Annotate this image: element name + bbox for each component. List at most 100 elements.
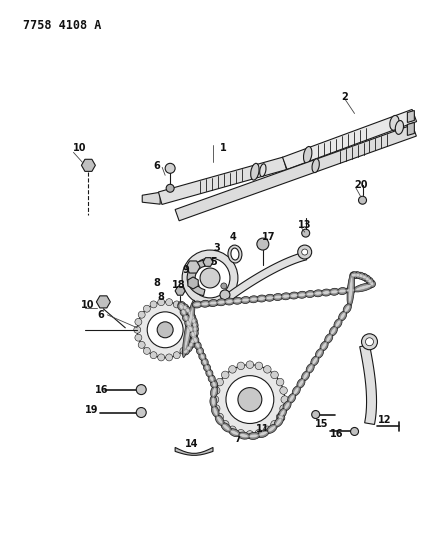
Circle shape [138, 342, 145, 349]
Ellipse shape [360, 273, 368, 280]
Ellipse shape [280, 410, 285, 417]
Circle shape [264, 366, 271, 373]
Ellipse shape [331, 328, 336, 335]
Circle shape [271, 421, 278, 428]
Ellipse shape [355, 273, 360, 277]
Ellipse shape [180, 303, 184, 307]
Ellipse shape [303, 373, 308, 379]
Circle shape [280, 387, 287, 394]
Ellipse shape [258, 297, 265, 300]
Ellipse shape [238, 432, 250, 439]
Ellipse shape [210, 376, 214, 381]
Circle shape [366, 338, 374, 346]
Ellipse shape [182, 300, 195, 358]
Ellipse shape [191, 321, 198, 329]
Ellipse shape [188, 312, 192, 316]
Ellipse shape [277, 414, 285, 421]
Ellipse shape [184, 307, 193, 350]
Circle shape [302, 249, 308, 255]
Ellipse shape [231, 248, 239, 260]
Ellipse shape [193, 337, 197, 343]
Polygon shape [407, 110, 414, 123]
Circle shape [180, 305, 187, 312]
Circle shape [147, 312, 183, 348]
Ellipse shape [355, 285, 372, 290]
Circle shape [182, 250, 238, 306]
Ellipse shape [343, 304, 351, 313]
Ellipse shape [208, 370, 211, 376]
Polygon shape [175, 125, 416, 221]
Ellipse shape [265, 294, 275, 301]
Ellipse shape [211, 397, 215, 406]
Polygon shape [142, 192, 160, 204]
Circle shape [221, 421, 229, 428]
Ellipse shape [357, 272, 365, 279]
Ellipse shape [203, 359, 207, 365]
Circle shape [193, 283, 199, 289]
Circle shape [166, 298, 172, 305]
Ellipse shape [203, 364, 211, 372]
Text: 12: 12 [377, 415, 391, 424]
Ellipse shape [223, 424, 230, 431]
Circle shape [351, 427, 359, 435]
Polygon shape [282, 109, 416, 169]
Text: 16: 16 [330, 430, 343, 439]
Circle shape [200, 268, 220, 288]
Ellipse shape [249, 434, 258, 438]
Ellipse shape [298, 380, 303, 387]
Ellipse shape [192, 336, 199, 344]
Circle shape [188, 318, 196, 326]
Ellipse shape [212, 387, 216, 396]
Ellipse shape [362, 275, 366, 279]
Ellipse shape [193, 331, 196, 336]
Circle shape [180, 348, 187, 354]
Text: 4: 4 [230, 232, 237, 242]
Ellipse shape [289, 292, 299, 299]
Ellipse shape [239, 434, 248, 438]
Ellipse shape [198, 349, 202, 353]
Ellipse shape [285, 402, 290, 409]
Ellipse shape [308, 365, 313, 372]
Circle shape [166, 184, 174, 192]
Text: 8: 8 [153, 278, 160, 288]
Ellipse shape [210, 395, 217, 408]
Ellipse shape [358, 274, 363, 278]
Ellipse shape [390, 116, 399, 130]
Ellipse shape [282, 295, 290, 298]
Ellipse shape [191, 339, 195, 344]
Ellipse shape [320, 341, 328, 351]
Ellipse shape [208, 300, 218, 306]
Ellipse shape [191, 332, 195, 337]
Text: 7: 7 [235, 434, 241, 445]
Ellipse shape [196, 347, 204, 355]
Ellipse shape [268, 426, 276, 432]
Ellipse shape [213, 407, 217, 416]
Circle shape [280, 405, 287, 413]
Polygon shape [225, 252, 307, 301]
Circle shape [276, 413, 284, 421]
Circle shape [212, 387, 220, 394]
Ellipse shape [184, 349, 188, 353]
Ellipse shape [187, 346, 190, 350]
Ellipse shape [274, 295, 282, 299]
Circle shape [166, 354, 172, 361]
Text: 15: 15 [315, 419, 328, 430]
Circle shape [312, 410, 320, 418]
Ellipse shape [312, 358, 318, 365]
Ellipse shape [353, 283, 374, 292]
Ellipse shape [289, 395, 294, 402]
Ellipse shape [330, 288, 339, 295]
Ellipse shape [297, 378, 305, 388]
Circle shape [362, 334, 377, 350]
Ellipse shape [281, 293, 291, 300]
Circle shape [215, 365, 285, 434]
Polygon shape [407, 123, 414, 135]
Ellipse shape [260, 164, 266, 176]
Ellipse shape [351, 273, 356, 277]
Text: 3: 3 [213, 243, 220, 253]
Ellipse shape [228, 245, 242, 263]
Ellipse shape [266, 296, 273, 300]
Ellipse shape [306, 292, 314, 296]
Ellipse shape [241, 296, 250, 303]
Ellipse shape [321, 289, 331, 296]
